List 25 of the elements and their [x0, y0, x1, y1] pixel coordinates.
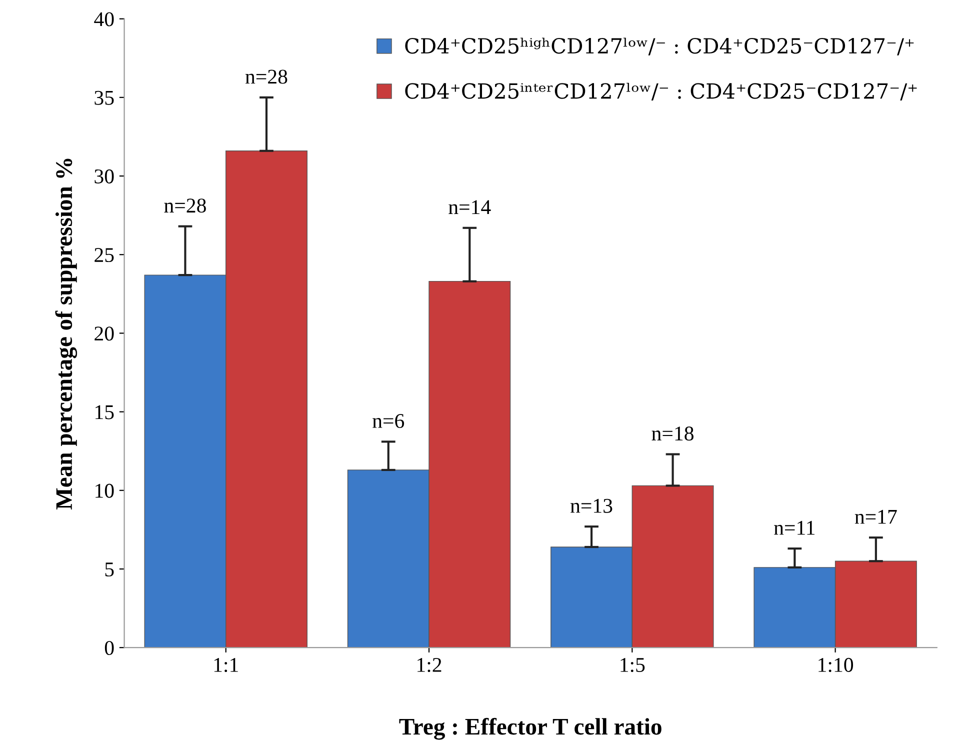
annotation: n=17 — [854, 510, 897, 524]
y-tick-label: 40 — [94, 12, 114, 26]
annotation: n=28 — [245, 70, 288, 84]
annotation: n=6 — [372, 414, 404, 428]
annotation: n=13 — [570, 498, 612, 513]
y-tick-label: 15 — [96, 405, 114, 420]
y-tick-label: 25 — [94, 248, 114, 262]
annotation: n=18 — [652, 426, 694, 441]
y-tick-label: 10 — [96, 484, 114, 498]
x-tick-label: 1:1 — [214, 658, 238, 672]
legend-label: CD4⁺CD25ʰⁱᵍʰCD127ˡᵒʷ/⁻ : CD4⁺CD25⁻CD127⁻/⁺ — [405, 38, 914, 56]
x-tick-label: 1:5 — [620, 658, 645, 672]
x-axis-title: Treg : Effector T cell ratio — [399, 718, 662, 740]
annotation: n=28 — [164, 198, 206, 213]
x-tick-label: 1:2 — [418, 658, 442, 672]
legend-label: CD4⁺CD25ⁱⁿᵗᵉʳCD127ˡᵒʷ/⁻ : CD4⁺CD25⁻CD127⁻/⁺ — [405, 82, 917, 100]
annotation: n=14 — [448, 200, 491, 214]
y-tick-label: 30 — [94, 169, 114, 184]
y-tick-label: 20 — [94, 326, 114, 341]
y-tick-label: 0 — [104, 640, 114, 656]
y-axis-title: Mean percentage of suppression % — [55, 158, 78, 510]
x-tick-label: 1:10 — [818, 658, 854, 672]
y-tick-label: 35 — [94, 90, 114, 105]
annotation: n=11 — [774, 520, 815, 535]
y-tick-label: 5 — [105, 562, 114, 576]
